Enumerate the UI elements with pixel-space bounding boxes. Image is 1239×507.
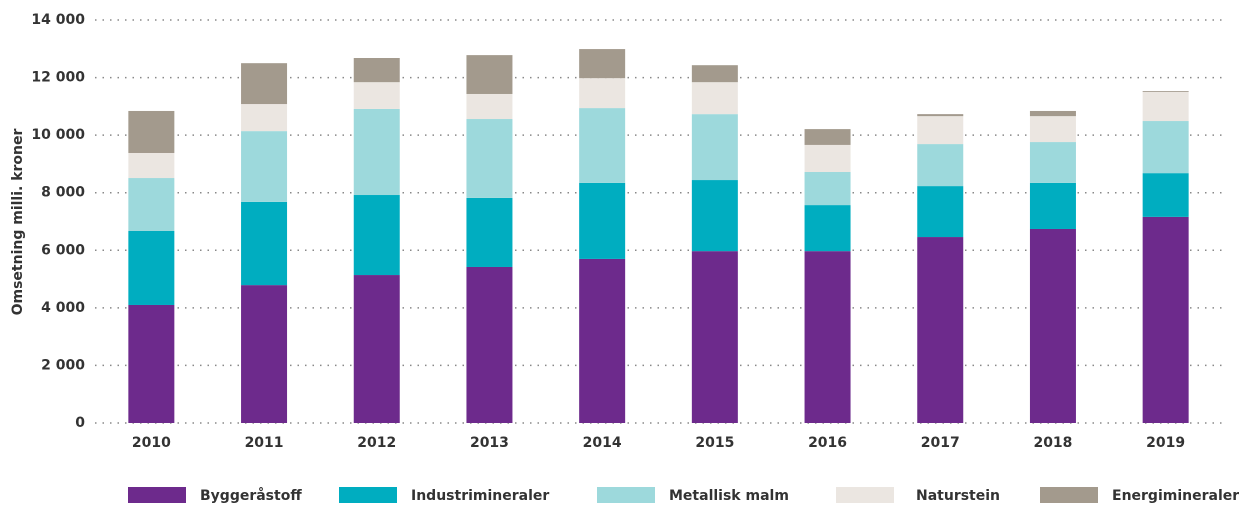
legend-label: Byggeråstoff [200,487,302,504]
bar-segment [579,49,626,79]
y-tick-label: 4 000 [41,300,85,316]
bar-segment [917,237,964,423]
bar-segment [353,195,400,276]
bar-segment [1142,121,1189,174]
bar-segment [466,197,513,267]
bar-segment [241,63,288,105]
y-tick-label: 8 000 [41,185,85,201]
bar-segment [1142,173,1189,217]
y-tick-label: 14 000 [31,12,85,28]
bar-segment [691,114,738,181]
bar-segment [917,144,964,187]
bar-segment [1142,91,1189,122]
bar-segment [917,186,964,238]
legend-label: Metallisk malm [669,488,789,504]
bar-segment [1029,182,1076,229]
bar-segment [128,304,175,423]
bar-segment [128,152,175,179]
bar-segment [579,258,626,423]
x-tick-label: 2013 [470,435,509,451]
bar-segment [241,131,288,202]
legend-label: Industrimineraler [411,488,549,504]
bar-segment [691,82,738,115]
bar-segment [128,178,175,231]
legend-label: Energimineraler [1112,488,1239,504]
bar-segment [691,65,738,83]
bar-segment [579,182,626,259]
bar-segment [466,93,513,120]
bar-segment [917,116,964,145]
bar-segment [804,251,851,423]
legend-swatch [128,487,186,503]
y-tick-label: 10 000 [31,127,85,143]
bar-segment [691,251,738,423]
bar-segment [1029,110,1076,117]
legend-swatch [339,487,397,503]
bar-segment [128,230,175,305]
bar-segment [1142,91,1189,92]
bar-segment [1142,216,1189,423]
bar-segment [353,57,400,83]
bar-segment [804,171,851,206]
legend-label: Naturstein [916,488,1000,504]
y-tick-label: 12 000 [31,70,85,86]
bar-segment [353,275,400,423]
x-tick-label: 2015 [695,435,734,451]
legend-swatch [597,487,655,503]
legend-swatch [1040,487,1098,503]
x-tick-label: 2014 [583,435,622,451]
bar-segment [917,114,964,117]
bar-segment [579,108,626,183]
y-axis-label: Omsetning milli. kroner [10,128,26,315]
legend-swatch [836,487,894,503]
y-tick-label: 2 000 [41,357,85,373]
x-tick-label: 2011 [245,435,284,451]
bar-segment [241,285,288,423]
bar-segment [1029,142,1076,183]
bar-segment [353,108,400,196]
y-tick-label: 6 000 [41,242,85,258]
bar-segment [579,78,626,109]
bar-segment [804,144,851,172]
x-tick-label: 2012 [357,435,396,451]
x-tick-label: 2017 [921,435,960,451]
x-tick-label: 2018 [1033,435,1072,451]
y-tick-label: 0 [75,415,85,431]
bar-segment [241,201,288,286]
bar-segment [804,205,851,252]
bar-segment [466,55,513,94]
bar-segment [691,180,738,252]
bar-segment [241,104,288,132]
x-tick-label: 2016 [808,435,847,451]
bar-segment [353,82,400,109]
x-tick-label: 2010 [132,435,171,451]
bar-segment [128,110,175,153]
bar-segment [1029,228,1076,423]
bar-segment [804,129,851,145]
bar-segment [466,266,513,423]
x-tick-label: 2019 [1146,435,1185,451]
bar-segment [1029,116,1076,143]
bar-segment [466,119,513,198]
